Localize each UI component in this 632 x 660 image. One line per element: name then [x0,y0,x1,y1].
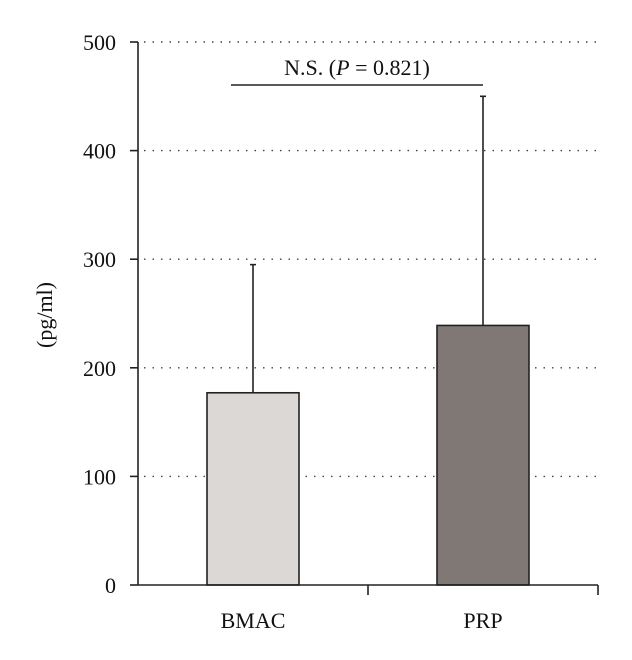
significance-label: N.S. (P = 0.821) [284,55,430,80]
significance-p-symbol: P [335,55,349,80]
y-tick-label: 200 [83,356,116,381]
x-tick-label-prp: PRP [463,608,502,633]
y-tick-label: 100 [83,464,116,489]
x-tick-label-bmac: BMAC [221,608,286,633]
bars [206,95,530,586]
bar-bmac [206,391,300,586]
y-tick-label: 400 [83,139,116,164]
significance-suffix: = 0.821) [350,55,430,80]
significance-prefix: N.S. ( [284,55,336,80]
y-tick-label: 0 [105,573,116,598]
tick-labels: 0 100 200 300 400 500 BMAC PRP [83,30,503,633]
bar-prp [436,324,530,586]
y-tick-label: 500 [83,30,116,55]
significance-annotation: N.S. (P = 0.821) [231,55,483,86]
y-tick-label: 300 [83,247,116,272]
axes [130,41,599,595]
y-axis-label: (pg/ml) [32,282,57,348]
